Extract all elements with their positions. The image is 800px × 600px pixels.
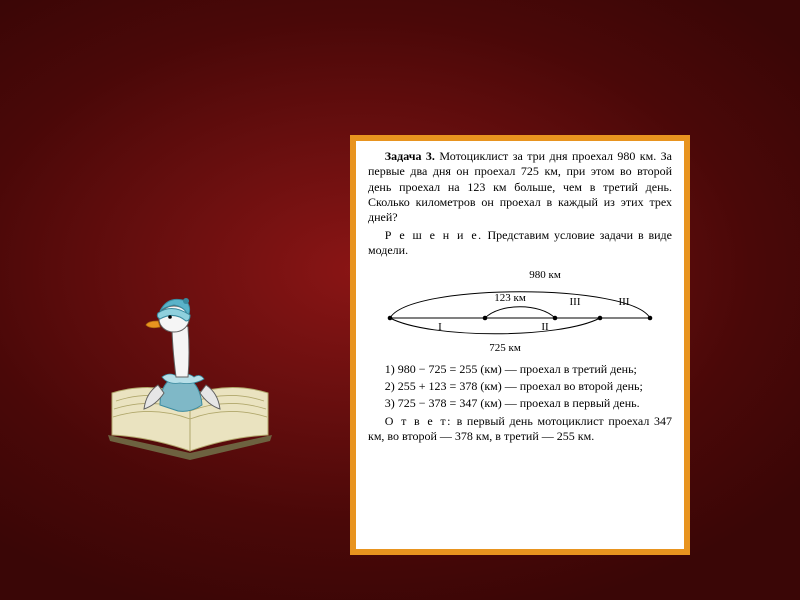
problem-title: Задача 3. [385, 149, 435, 163]
label-725: 725 км [489, 342, 521, 354]
solution-intro: Р е ш е н и е. Представим условие задачи… [368, 228, 672, 259]
goose-eye [168, 315, 172, 319]
node [648, 315, 653, 320]
answer-line: О т в е т: в первый день мотоциклист про… [368, 414, 672, 445]
bonnet-knot [183, 298, 189, 304]
node [553, 315, 558, 320]
solution-label: Р е ш е н и е. [385, 228, 483, 242]
problem-card: Задача 3. Мотоциклист за три дня проехал… [350, 135, 690, 555]
label-III-a: III [570, 296, 581, 308]
answer-label: О т в е т: [385, 414, 452, 428]
diagram-svg: 980 км 123 км III III 725 км I II [368, 263, 672, 358]
goose-beak [146, 321, 160, 328]
label-total: 980 км [529, 269, 561, 281]
goose-clipart [90, 285, 290, 465]
label-123: 123 км [494, 292, 526, 304]
calc-line-3: 3) 725 − 378 = 347 (км) — проехал в перв… [368, 396, 672, 411]
calc-line-2: 2) 255 + 123 = 378 (км) — проехал во вто… [368, 379, 672, 394]
arc-123 [485, 306, 555, 317]
label-I: I [438, 321, 442, 333]
node [388, 315, 393, 320]
segment-diagram: 980 км 123 км III III 725 км I II [368, 263, 672, 358]
node [483, 315, 488, 320]
label-III-b: III [619, 296, 630, 308]
label-II: II [541, 321, 549, 333]
node [598, 315, 603, 320]
arc-725 [390, 318, 600, 334]
problem-statement: Задача 3. Мотоциклист за три дня проехал… [368, 149, 672, 226]
goose-svg [90, 285, 290, 465]
calc-line-1: 1) 980 − 725 = 255 (км) — проехал в трет… [368, 362, 672, 377]
slide: Задача 3. Мотоциклист за три дня проехал… [0, 0, 800, 600]
